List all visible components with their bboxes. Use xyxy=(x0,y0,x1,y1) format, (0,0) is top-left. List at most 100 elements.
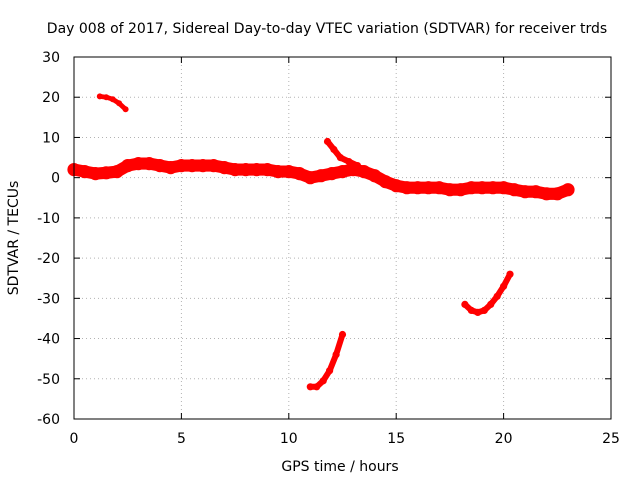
data-point xyxy=(103,94,110,101)
data-point xyxy=(207,159,221,173)
data-point xyxy=(464,181,478,195)
chart-title: Day 008 of 2017, Sidereal Day-to-day VTE… xyxy=(47,21,607,37)
plot-frame xyxy=(73,56,612,420)
data-point xyxy=(292,167,307,181)
data-point xyxy=(196,159,210,173)
data-point xyxy=(217,161,231,175)
data-point xyxy=(540,187,554,201)
x-tick-label: 15 xyxy=(387,431,405,447)
y-tick-labels: -60 -50 -40 -30 -20 -10 0 10 20 30 xyxy=(37,50,60,428)
y-tick-label: -30 xyxy=(37,291,60,307)
data-point xyxy=(336,154,344,162)
data-point xyxy=(88,167,103,181)
data-point xyxy=(411,181,425,195)
data-point xyxy=(487,300,495,308)
data-point xyxy=(378,175,393,189)
data-point xyxy=(78,165,92,179)
data-point xyxy=(303,171,317,185)
data-point xyxy=(389,179,403,193)
data-point xyxy=(507,183,521,197)
x-axis-label: GPS time / hours xyxy=(281,459,398,475)
data-point xyxy=(185,159,199,173)
data-point xyxy=(325,167,339,181)
series-band xyxy=(307,331,346,390)
series-band xyxy=(324,138,361,169)
y-axis-label: SDTVAR / TECUs xyxy=(6,181,22,296)
y-tick-label: 0 xyxy=(51,171,60,187)
x-tick-label: 10 xyxy=(280,431,298,447)
data-point xyxy=(228,163,242,177)
data-point xyxy=(561,183,575,197)
data-point xyxy=(497,181,511,195)
y-tick-label: -50 xyxy=(37,372,60,388)
y-tick-label: -40 xyxy=(37,332,60,348)
data-point xyxy=(239,163,253,177)
data-point xyxy=(454,183,468,197)
data-point xyxy=(486,181,500,195)
data-point xyxy=(260,163,274,177)
series-5 xyxy=(461,270,514,316)
data-point xyxy=(467,306,475,314)
data-point xyxy=(306,383,314,391)
data-point xyxy=(99,166,113,180)
series-3 xyxy=(323,137,362,170)
y-tick-label: -20 xyxy=(37,251,60,267)
data-point xyxy=(314,169,328,183)
series-2 xyxy=(96,93,129,113)
y-tick-label: 30 xyxy=(42,50,60,66)
data-point xyxy=(131,157,145,171)
data-point xyxy=(116,100,123,107)
data-point xyxy=(475,181,489,195)
data-series xyxy=(67,93,575,391)
data-point xyxy=(142,157,156,171)
data-point xyxy=(122,106,129,113)
data-point xyxy=(357,165,371,179)
data-point xyxy=(332,351,340,359)
data-point xyxy=(461,300,469,308)
y-tick-label: -60 xyxy=(37,412,60,428)
x-tick-label: 0 xyxy=(70,431,79,447)
data-point xyxy=(400,181,414,195)
data-point xyxy=(330,145,338,154)
grid xyxy=(74,57,611,419)
series-1 xyxy=(67,157,575,201)
series-4 xyxy=(306,330,347,391)
data-point xyxy=(474,308,482,316)
y-tick-label: 20 xyxy=(42,90,60,106)
data-point xyxy=(518,185,532,199)
data-point xyxy=(421,181,435,195)
data-point xyxy=(110,165,124,179)
data-point xyxy=(368,169,382,183)
data-point xyxy=(323,137,332,146)
data-point xyxy=(432,181,446,195)
data-point xyxy=(506,270,514,278)
data-point xyxy=(480,306,488,314)
y-tick-label: -10 xyxy=(37,211,60,227)
axis-ticks xyxy=(73,56,612,420)
data-point xyxy=(326,367,334,375)
data-point xyxy=(443,183,457,197)
data-point xyxy=(500,282,508,290)
data-point xyxy=(271,165,285,179)
x-tick-label: 5 xyxy=(177,431,186,447)
data-point xyxy=(345,158,353,166)
data-point xyxy=(529,185,543,199)
data-point xyxy=(493,292,501,300)
x-tick-label: 25 xyxy=(602,431,620,447)
data-point xyxy=(153,159,167,173)
y-tick-label: 10 xyxy=(42,130,60,146)
data-point xyxy=(335,165,350,179)
data-point xyxy=(319,377,327,385)
data-point xyxy=(121,159,135,173)
x-tick-labels: 0 5 10 15 20 25 xyxy=(70,431,620,447)
data-point xyxy=(338,330,347,339)
data-point xyxy=(164,161,178,175)
x-tick-label: 20 xyxy=(495,431,513,447)
data-point xyxy=(250,163,264,177)
data-point xyxy=(109,96,116,103)
data-point xyxy=(313,383,321,391)
data-point xyxy=(282,165,296,179)
data-point xyxy=(174,159,188,173)
data-point xyxy=(96,93,103,100)
